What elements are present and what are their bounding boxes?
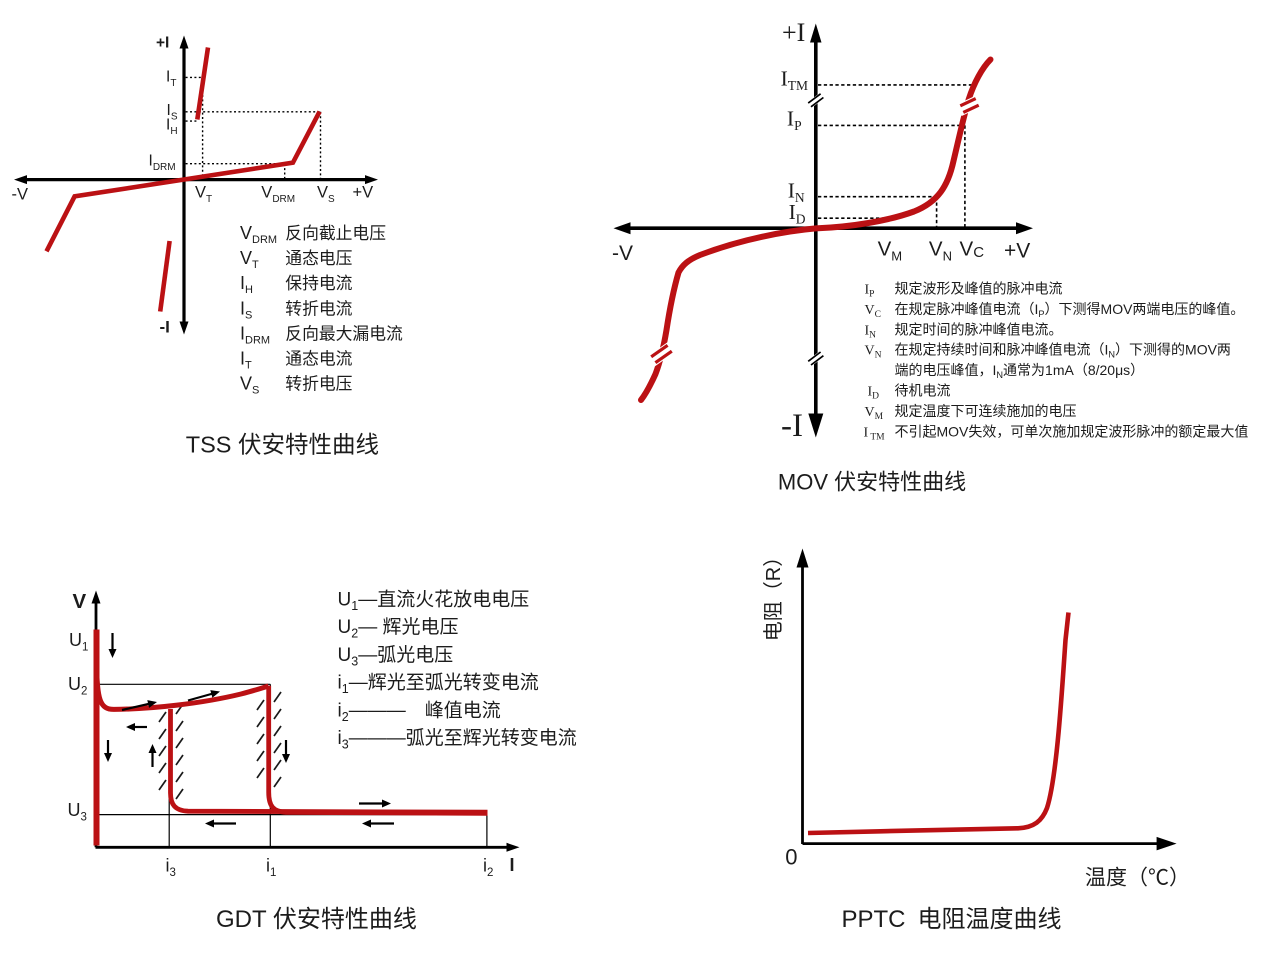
svg-text:i2——— 峰值电流: i2——— 峰值电流 — [338, 699, 501, 724]
svg-text:U1—直流火花放电电压: U1—直流火花放电电压 — [338, 589, 530, 614]
svg-text:转折电压: 转折电压 — [285, 375, 352, 394]
svg-text:IS: IS — [240, 298, 252, 321]
svg-text:VN: VN — [865, 344, 882, 361]
svg-text:-I: -I — [781, 408, 803, 444]
svg-text:反向最大漏电流: 反向最大漏电流 — [285, 324, 403, 343]
svg-text:U2: U2 — [68, 674, 87, 698]
svg-text:I: I — [510, 855, 515, 875]
svg-text:反向截止电压: 反向截止电压 — [285, 224, 386, 243]
svg-text:I TM: I TM — [864, 425, 886, 442]
svg-text:IH: IH — [240, 273, 253, 296]
svg-text:VT: VT — [240, 248, 259, 271]
svg-text:端的电压峰值，IN​通常为1mA（8/20μs）: 端的电压峰值，IN​通常为1mA（8/20μs） — [895, 362, 1145, 380]
svg-text:U2— 辉光电压: U2— 辉光电压 — [338, 616, 459, 641]
svg-text:IP: IP — [787, 107, 802, 134]
svg-text:+V: +V — [353, 184, 374, 202]
svg-text:U1: U1 — [69, 630, 88, 654]
svg-text:温度（℃）: 温度（℃） — [1085, 867, 1190, 890]
svg-text:待机电流: 待机电流 — [895, 383, 951, 399]
svg-text:ID: ID — [868, 385, 880, 402]
svg-text:VS: VS — [317, 184, 335, 206]
svg-text:i3: i3 — [166, 856, 176, 880]
svg-text:i1: i1 — [266, 856, 276, 880]
svg-text:VS: VS — [240, 374, 259, 397]
svg-text:V: V — [73, 590, 87, 613]
svg-text:TSS 伏安特性曲线: TSS 伏安特性曲线 — [186, 432, 379, 458]
svg-text:IP: IP — [865, 283, 875, 300]
svg-text:-V: -V — [12, 186, 29, 204]
svg-text:+V: +V — [1004, 239, 1030, 262]
svg-text:通态电压: 通态电压 — [285, 249, 352, 268]
svg-text:VM: VM — [878, 238, 903, 264]
svg-text:VN: VN — [929, 238, 952, 264]
svg-text:i2: i2 — [483, 856, 493, 880]
svg-text:电阻（R）: 电阻（R） — [762, 547, 785, 641]
svg-text:VDRM: VDRM — [261, 184, 295, 206]
svg-text:不引起MOV失效，可单次施加规定波形脉冲的额定最大值: 不引起MOV失效，可单次施加规定波形脉冲的额定最大值 — [895, 423, 1249, 439]
svg-text:IDRM: IDRM — [149, 153, 176, 174]
svg-text:通态电流: 通态电流 — [285, 350, 352, 369]
svg-text:0: 0 — [785, 845, 797, 870]
svg-text:规定时间的脉冲峰值电流。: 规定时间的脉冲峰值电流。 — [895, 321, 1063, 337]
svg-text:IS: IS — [167, 102, 178, 123]
svg-text:IT: IT — [166, 69, 176, 90]
svg-text:VM: VM — [865, 405, 884, 422]
svg-text:-V: -V — [612, 242, 633, 265]
svg-text:VDRM: VDRM — [240, 223, 277, 246]
svg-text:VT: VT — [195, 184, 212, 206]
svg-text:在规定脉冲峰值电流（IP​）下测得MOV两端电压的峰值。: 在规定脉冲峰值电流（IP​）下测得MOV两端电压的峰值。 — [895, 301, 1245, 319]
svg-text:IN: IN — [865, 323, 877, 340]
svg-text:GDT 伏安特性曲线: GDT 伏安特性曲线 — [216, 906, 417, 933]
svg-text:PPTC 电阻温度曲线: PPTC 电阻温度曲线 — [841, 906, 1061, 933]
svg-text:ITM: ITM — [781, 67, 808, 94]
svg-text:转折电流: 转折电流 — [285, 299, 352, 318]
svg-text:+I: +I — [782, 18, 805, 47]
svg-text:U3—弧光电压: U3—弧光电压 — [338, 644, 454, 669]
svg-text:i3———弧光至辉光转变电流: i3———弧光至辉光转变电流 — [338, 727, 577, 752]
svg-text:VC: VC — [865, 303, 881, 320]
svg-text:U3: U3 — [68, 800, 87, 824]
svg-text:IH: IH — [166, 116, 178, 137]
svg-text:i1—辉光至弧光转变电流: i1—辉光至弧光转变电流 — [338, 672, 539, 697]
svg-text:VC: VC — [960, 238, 985, 262]
svg-text:IDRM: IDRM — [240, 323, 270, 346]
svg-text:规定波形及峰值的脉冲电流: 规定波形及峰值的脉冲电流 — [895, 281, 1063, 297]
svg-text:保持电流: 保持电流 — [285, 274, 352, 293]
svg-text:规定温度下可连续施加的电压: 规定温度下可连续施加的电压 — [895, 403, 1077, 419]
svg-text:在规定持续时间和脉冲峰值电流（IN​）下测得的MOV两: 在规定持续时间和脉冲峰值电流（IN​）下测得的MOV两 — [895, 342, 1231, 360]
svg-text:-I: -I — [160, 318, 170, 337]
svg-text:IT: IT — [240, 349, 252, 372]
svg-text:+I: +I — [156, 35, 169, 52]
svg-text:MOV 伏安特性曲线: MOV 伏安特性曲线 — [778, 470, 966, 495]
